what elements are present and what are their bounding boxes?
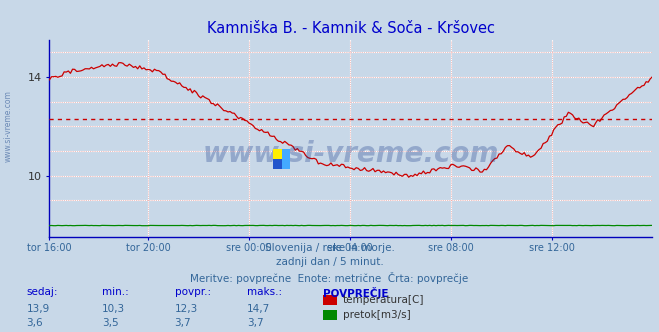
Text: Slovenija / reke in morje.: Slovenija / reke in morje. [264,243,395,253]
Text: 12,3: 12,3 [175,304,198,314]
Title: Kamniška B. - Kamnik & Soča - Kršovec: Kamniška B. - Kamnik & Soča - Kršovec [207,21,495,36]
Text: 3,6: 3,6 [26,318,43,328]
Bar [282,159,290,169]
Text: maks.:: maks.: [247,287,282,297]
Text: 10,3: 10,3 [102,304,125,314]
Text: 3,5: 3,5 [102,318,119,328]
Text: 3,7: 3,7 [175,318,191,328]
Text: sedaj:: sedaj: [26,287,58,297]
Text: pretok[m3/s]: pretok[m3/s] [343,310,411,320]
Text: povpr.:: povpr.: [175,287,211,297]
Text: 3,7: 3,7 [247,318,264,328]
Text: Meritve: povprečne  Enote: metrične  Črta: povprečje: Meritve: povprečne Enote: metrične Črta:… [190,272,469,284]
Text: 14,7: 14,7 [247,304,270,314]
Text: 13,9: 13,9 [26,304,49,314]
Text: min.:: min.: [102,287,129,297]
Text: www.si-vreme.com: www.si-vreme.com [4,90,13,162]
Bar [282,149,290,159]
Bar [273,159,282,169]
Bar [273,149,282,159]
Text: POVPREČJE: POVPREČJE [323,287,388,299]
Text: zadnji dan / 5 minut.: zadnji dan / 5 minut. [275,257,384,267]
Text: temperatura[C]: temperatura[C] [343,295,424,305]
Text: www.si-vreme.com: www.si-vreme.com [203,140,499,168]
